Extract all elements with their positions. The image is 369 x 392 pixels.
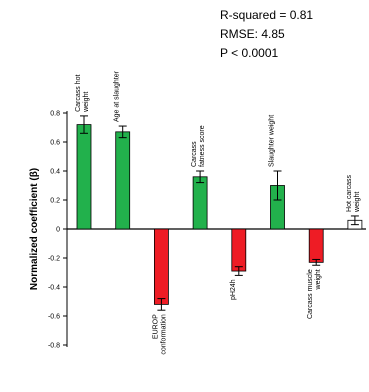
category-label-line: fatness score — [199, 125, 206, 167]
category-label-7: Carcass muscleweight — [307, 269, 322, 319]
category-label-5: pH24h — [230, 279, 237, 300]
y-tick-label: 0 — [56, 227, 60, 234]
y-tick-label: -0.8 — [48, 343, 60, 350]
bar-3 — [153, 228, 169, 305]
y-tick-label: -0.4 — [48, 285, 60, 292]
category-label-line: Age at slaughter — [114, 70, 121, 122]
bar-4 — [192, 176, 208, 230]
bars — [76, 115, 363, 311]
y-tick-label: 0.6 — [50, 140, 60, 147]
category-label-line: weight — [83, 92, 90, 113]
category-labels: Carcass hotweight Age at slaughterEUROPco… — [75, 70, 361, 354]
category-label-line: Hot carcass — [346, 174, 353, 211]
category-label-line: Carcass — [191, 141, 198, 167]
category-label-3: EUROPconformation — [152, 314, 167, 355]
category-label-line: pH24h — [230, 279, 237, 300]
category-label-line: Carcass hot — [75, 74, 82, 111]
category-label-line: weight — [354, 192, 361, 213]
rmse-label: RMSE: 4.85 — [220, 27, 285, 41]
y-tick-label: -0.6 — [48, 314, 60, 321]
category-label-1: Carcass hotweight — [75, 74, 90, 112]
y-tick-label: 0.2 — [50, 198, 60, 205]
category-label-6: Slaughter weight — [269, 115, 276, 167]
category-label-4: Carcassfatness score — [191, 125, 206, 167]
category-label-line: weight — [315, 269, 322, 290]
r-squared-label: R-squared = 0.81 — [220, 8, 313, 22]
category-label-line: EUROP — [152, 314, 159, 339]
category-label-8: Hot carcassweight — [346, 174, 361, 212]
bar-5 — [231, 228, 247, 272]
category-label-line: Carcass muscle — [307, 269, 314, 319]
p-value-label: P < 0.0001 — [220, 46, 278, 60]
y-axis-title: Normalized coefficient (β) — [29, 168, 40, 290]
bar-7 — [308, 228, 324, 263]
y-tick-label: -0.2 — [48, 256, 60, 263]
bar-2 — [115, 131, 131, 230]
category-label-line: conformation — [160, 314, 167, 355]
y-tick-label: 0.8 — [50, 111, 60, 118]
y-tick-label: 0.4 — [50, 169, 60, 176]
category-label-2: Age at slaughter — [114, 70, 121, 122]
bar-1 — [76, 124, 92, 230]
category-label-line: Slaughter weight — [269, 115, 276, 167]
stats-annotation: R-squared = 0.81 RMSE: 4.85 P < 0.0001 — [220, 8, 313, 60]
